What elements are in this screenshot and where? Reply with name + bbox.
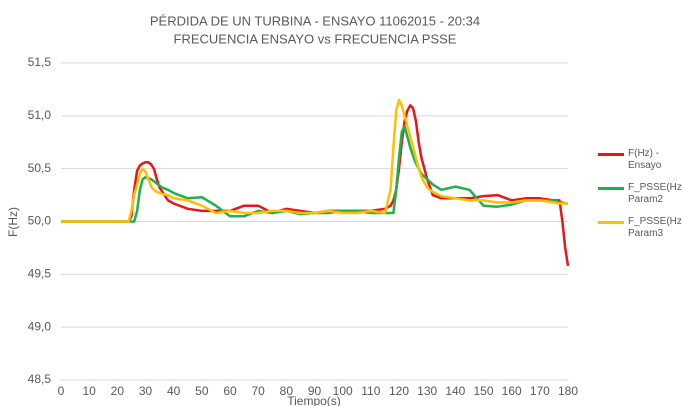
y-tick-label: 51,5 (28, 55, 52, 69)
legend-swatch (598, 187, 624, 190)
x-tick-label: 60 (223, 384, 237, 398)
y-axis-label: F(Hz) (6, 207, 20, 237)
chart-subtitle: FRECUENCIA ENSAYO vs FRECUENCIA PSSE (174, 31, 457, 46)
legend-swatch (598, 221, 624, 224)
x-tick-label: 140 (445, 384, 465, 398)
x-tick-label: 110 (361, 384, 380, 398)
legend-label: F_PSSE(Hz)_ Param3 (628, 216, 682, 239)
legend-swatch (598, 153, 624, 156)
x-tick-label: 50 (195, 384, 209, 398)
legend-label: F(Hz) - Ensayo (628, 148, 662, 171)
y-tick-label: 51,0 (28, 108, 52, 122)
x-tick-label: 20 (111, 384, 125, 398)
x-tick-label: 130 (417, 384, 437, 398)
legend: F(Hz) - Ensayo F_PSSE(Hz)_ Param2 F_PSSE(H… (598, 148, 682, 250)
x-tick-label: 160 (502, 384, 522, 398)
y-tick-label: 48,5 (28, 372, 52, 386)
legend-label: F_PSSE(Hz)_ Param2 (628, 182, 682, 205)
y-tick-label: 50,0 (28, 214, 52, 228)
x-tick-label: 120 (389, 384, 409, 398)
x-tick-label: 40 (167, 384, 181, 398)
legend-item: F(Hz) - Ensayo (598, 148, 682, 172)
y-tick-label: 50,5 (28, 161, 52, 175)
series-line (61, 98, 568, 223)
x-tick-label: 150 (473, 384, 493, 398)
x-tick-label: 90 (308, 384, 322, 398)
chart-title: PÉRDIDA DE UN TURBINA - ENSAYO 11062015 … (150, 13, 480, 28)
y-tick-label: 49,0 (28, 319, 52, 333)
legend-item: F_PSSE(Hz)_ Param2 (598, 182, 682, 206)
x-tick-label: 170 (530, 384, 550, 398)
y-tick-label: 49,5 (28, 267, 52, 281)
legend-item: F_PSSE(Hz)_ Param3 (598, 216, 682, 240)
x-tick-label: 100 (333, 384, 353, 398)
x-tick-label: 0 (58, 384, 65, 398)
x-tick-label: 180 (558, 384, 578, 398)
x-tick-label: 10 (82, 384, 96, 398)
x-tick-label: 30 (139, 384, 153, 398)
x-tick-label: 80 (280, 384, 294, 398)
x-axis-label: Tiempo(s) (287, 394, 341, 406)
x-tick-label: 70 (251, 384, 265, 398)
